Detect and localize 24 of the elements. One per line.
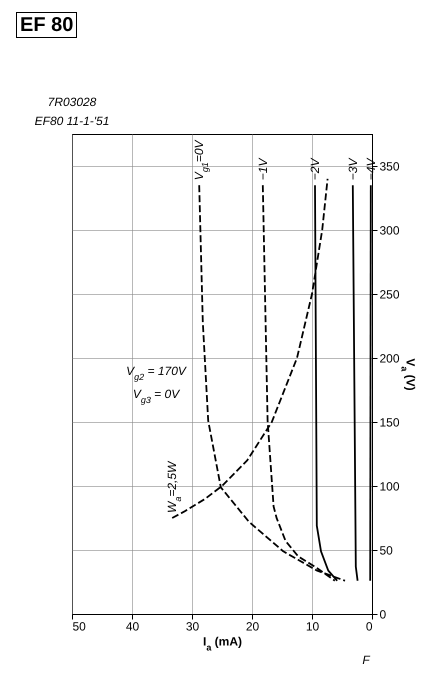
text: −2V: [308, 158, 322, 180]
text: 7R03028: [48, 95, 97, 109]
y-tick-label: 350: [380, 160, 400, 174]
x-axis-title: I$_{a}$ (mA): [202, 634, 242, 652]
x-tick-label: 40: [126, 620, 140, 634]
x-tick-label: 0: [366, 620, 373, 634]
x-tick-label: 20: [246, 620, 260, 634]
text: F: [362, 653, 370, 668]
text: EF80 11-1-'51: [34, 114, 110, 128]
y-tick-label: 150: [380, 416, 400, 430]
x-tick-label: 10: [306, 620, 320, 634]
y-tick-label: 0: [380, 608, 386, 622]
chart-title: EF 80: [16, 12, 78, 38]
y-tick-label: 50: [380, 544, 394, 558]
x-tick-label: 30: [186, 620, 200, 634]
annotation: V$_{g3}$ = 0V: [132, 386, 180, 405]
text: −1V: [256, 158, 270, 180]
y-tick-label: 200: [380, 352, 400, 366]
y-tick-label: 100: [380, 480, 400, 494]
annotation: V$_{g2}$ = 170V: [126, 364, 187, 382]
y-tick-label: 250: [380, 288, 400, 302]
y-tick-label: 300: [380, 224, 400, 238]
x-tick-label: 50: [72, 620, 86, 634]
text: −3V: [346, 158, 360, 180]
